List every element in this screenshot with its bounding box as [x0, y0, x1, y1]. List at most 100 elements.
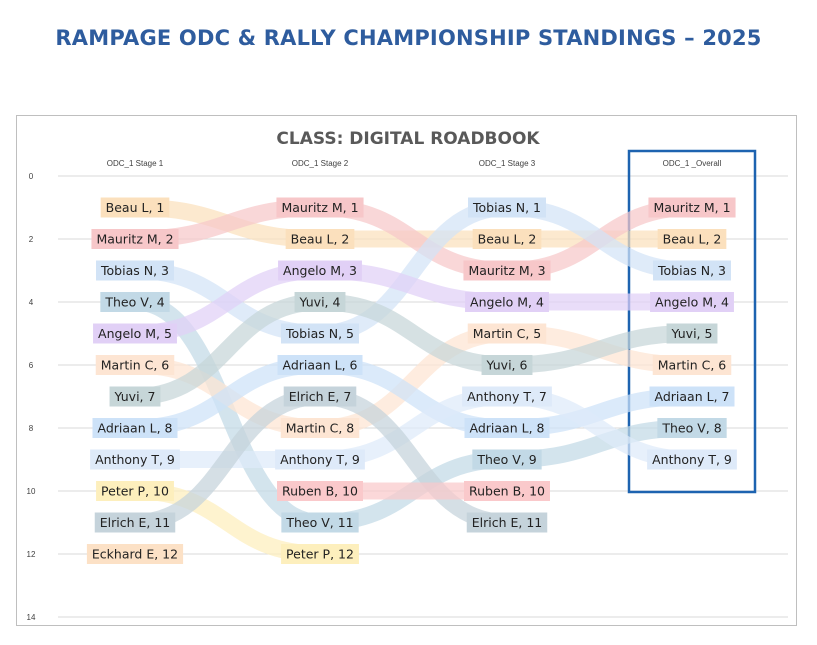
label-box	[649, 386, 735, 407]
label-text: Angelo M, 4	[655, 295, 729, 310]
label-martin-c-odc-1-overall: Martin C, 6	[652, 355, 732, 375]
label-text: Adriaan L, 6	[283, 358, 358, 373]
label-text: Adriaan L, 7	[655, 389, 730, 404]
y-tick-label: 4	[29, 298, 34, 307]
label-text: Elrich E, 11	[472, 515, 543, 530]
label-text: Theo V, 4	[104, 295, 164, 310]
label-box	[294, 292, 346, 312]
label-text: Tobias N, 5	[285, 326, 354, 341]
label-anthony-t-odc-1-overall: Anthony T, 9	[647, 449, 737, 470]
label-tobias-n-odc-1-stage-1: Tobias N, 3	[96, 260, 174, 281]
label-text: Yuvi, 6	[486, 358, 528, 373]
y-tick-label: 14	[27, 613, 36, 622]
label-beau-l-odc-1-overall: Beau L, 2	[657, 229, 727, 249]
label-anthony-t-odc-1-stage-2: Anthony T, 9	[275, 449, 365, 470]
chart-title: CLASS: DIGITAL ROADBOOK	[276, 129, 540, 149]
label-box	[648, 197, 736, 218]
label-eckhard-e-odc-1-stage-1: Eckhard E, 12	[86, 544, 184, 564]
label-tobias-n-odc-1-stage-2: Tobias N, 5	[281, 323, 359, 344]
label-box	[96, 481, 174, 501]
label-angelo-m-odc-1-stage-3: Angelo M, 4	[465, 292, 549, 312]
label-text: Peter P, 12	[286, 547, 354, 562]
label-text: Martin C, 8	[286, 421, 355, 436]
label-box	[464, 481, 550, 501]
label-box	[472, 229, 542, 249]
label-box	[463, 260, 551, 281]
label-box	[464, 418, 550, 438]
stage-label-odc-1-stage-1: ODC_1 Stage 1	[107, 159, 164, 168]
stage-label-odc-1-stage-3: ODC_1 Stage 3	[479, 159, 536, 168]
label-box	[481, 355, 533, 375]
label-angelo-m-odc-1-stage-2: Angelo M, 3	[278, 260, 362, 281]
label-yuvi-odc-1-stage-1: Yuvi, 7	[109, 386, 161, 407]
label-box	[462, 386, 552, 407]
label-text: Angelo M, 3	[283, 263, 357, 278]
label-text: Tobias N, 3	[100, 263, 169, 278]
label-ruben-b-odc-1-stage-2: Ruben B, 10	[277, 481, 363, 501]
label-anthony-t-odc-1-stage-3: Anthony T, 7	[462, 386, 552, 407]
label-text: Tobias N, 1	[472, 200, 541, 215]
label-text: Anthony T, 9	[95, 452, 175, 467]
label-text: Martin C, 6	[101, 358, 170, 373]
label-text: Anthony T, 9	[652, 452, 732, 467]
label-box	[285, 229, 355, 249]
label-box	[281, 323, 359, 344]
label-box	[466, 512, 548, 533]
label-mauritz-m-odc-1-stage-3: Mauritz M, 3	[463, 260, 551, 281]
label-theo-v-odc-1-stage-2: Theo V, 11	[281, 512, 359, 533]
label-adriaan-l-odc-1-overall: Adriaan L, 7	[649, 386, 735, 407]
label-peter-p-odc-1-stage-1: Peter P, 10	[96, 481, 174, 501]
ribbon-yuvi	[319, 293, 508, 374]
label-box	[96, 260, 174, 281]
label-box	[666, 323, 718, 344]
label-yuvi-odc-1-stage-3: Yuvi, 6	[481, 355, 533, 375]
label-box	[468, 197, 546, 218]
label-peter-p-odc-1-stage-2: Peter P, 12	[281, 544, 359, 564]
y-tick-label: 6	[29, 361, 34, 370]
label-box	[281, 512, 359, 533]
label-box	[283, 386, 357, 407]
label-box	[276, 197, 364, 218]
label-text: Theo V, 11	[285, 515, 353, 530]
label-box	[91, 229, 179, 249]
label-beau-l-odc-1-stage-3: Beau L, 2	[472, 229, 542, 249]
label-text: Peter P, 10	[101, 484, 169, 499]
label-text: Theo V, 9	[476, 452, 536, 467]
bump-chart: 0 2 4 6 8 10 12 14 ODC_1 Stage 1 ODC_1 Stage 2 ODC…	[27, 129, 788, 622]
label-text: Martin C, 6	[658, 358, 727, 373]
y-tick-label: 12	[27, 550, 36, 559]
label-text: Elrich E, 7	[289, 389, 352, 404]
label-text: Angelo M, 4	[470, 295, 544, 310]
label-text: Anthony T, 7	[467, 389, 547, 404]
label-text: Yuvi, 7	[114, 389, 156, 404]
label-mauritz-m-odc-1-overall: Mauritz M, 1	[648, 197, 736, 218]
page-title: RAMPAGE ODC & RALLY CHAMPIONSHIP STANDIN…	[55, 26, 762, 50]
label-text: Yuvi, 5	[671, 326, 713, 341]
label-text: Mauritz M, 2	[96, 232, 173, 247]
label-elrich-e-odc-1-stage-1: Elrich E, 11	[94, 512, 176, 533]
ribbon-martin-c	[319, 325, 508, 437]
label-box	[100, 292, 170, 312]
label-mauritz-m-odc-1-stage-1: Mauritz M, 2	[91, 229, 179, 249]
label-box	[281, 544, 359, 564]
label-text: Beau L, 2	[663, 232, 722, 247]
label-text: Adriaan L, 8	[470, 421, 545, 436]
label-text: Beau L, 2	[478, 232, 537, 247]
label-theo-v-odc-1-stage-1: Theo V, 4	[100, 292, 170, 312]
label-theo-v-odc-1-overall: Theo V, 8	[657, 418, 727, 438]
label-mauritz-m-odc-1-stage-2: Mauritz M, 1	[276, 197, 364, 218]
label-text: Elrich E, 11	[100, 515, 171, 530]
label-elrich-e-odc-1-stage-3: Elrich E, 11	[466, 512, 548, 533]
label-elrich-e-odc-1-stage-2: Elrich E, 7	[283, 386, 357, 407]
stage-label-odc-1-stage-2: ODC_1 Stage 2	[292, 159, 349, 168]
label-box	[275, 449, 365, 470]
label-box	[277, 355, 363, 375]
label-text: Mauritz M, 3	[468, 263, 545, 278]
label-box	[650, 292, 734, 312]
label-box	[109, 386, 161, 407]
label-beau-l-odc-1-stage-1: Beau L, 1	[100, 197, 170, 218]
box-layer: Beau L, 1 Beau L, 2 Beau L, 2 Beau L, 2 Maur…	[86, 197, 737, 564]
label-text: Adriaan L, 8	[98, 421, 173, 436]
label-box	[657, 229, 727, 249]
label-box	[93, 323, 177, 344]
